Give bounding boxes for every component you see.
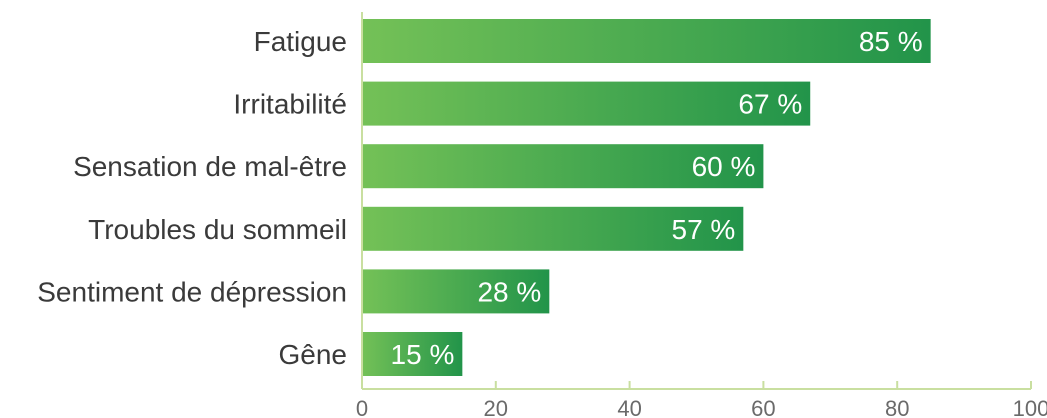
bar [362,81,811,126]
x-tick-label: 20 [484,396,508,418]
category-label: Gêne [279,339,348,370]
category-label: Irritabilité [233,89,347,120]
value-label: 85 % [859,26,923,57]
x-axis: 0 20 40 60 80 100 [356,12,1047,418]
value-label: 57 % [672,214,736,245]
x-tick-label: 80 [885,396,909,418]
category-label: Fatigue [254,26,347,57]
bar [362,206,744,251]
x-tick-label: 60 [751,396,775,418]
category-label: Sensation de mal-être [73,151,347,182]
bar [362,269,550,314]
bar [362,332,463,376]
x-tick-label: 40 [617,396,641,418]
value-label: 67 % [738,89,802,120]
value-label: 15 % [391,339,455,370]
bars-group: Fatigue 85 % Irritabilité 67 % Sensation de … [37,19,931,376]
bar [362,19,931,63]
x-tick-label: 0 [356,396,368,418]
value-label: 28 % [477,276,541,307]
category-label: Troubles du sommeil [88,214,347,245]
category-label: Sentiment de dépression [37,276,347,307]
value-label: 60 % [692,151,756,182]
x-tick-label: 100 [1013,396,1047,418]
bar [362,144,764,189]
